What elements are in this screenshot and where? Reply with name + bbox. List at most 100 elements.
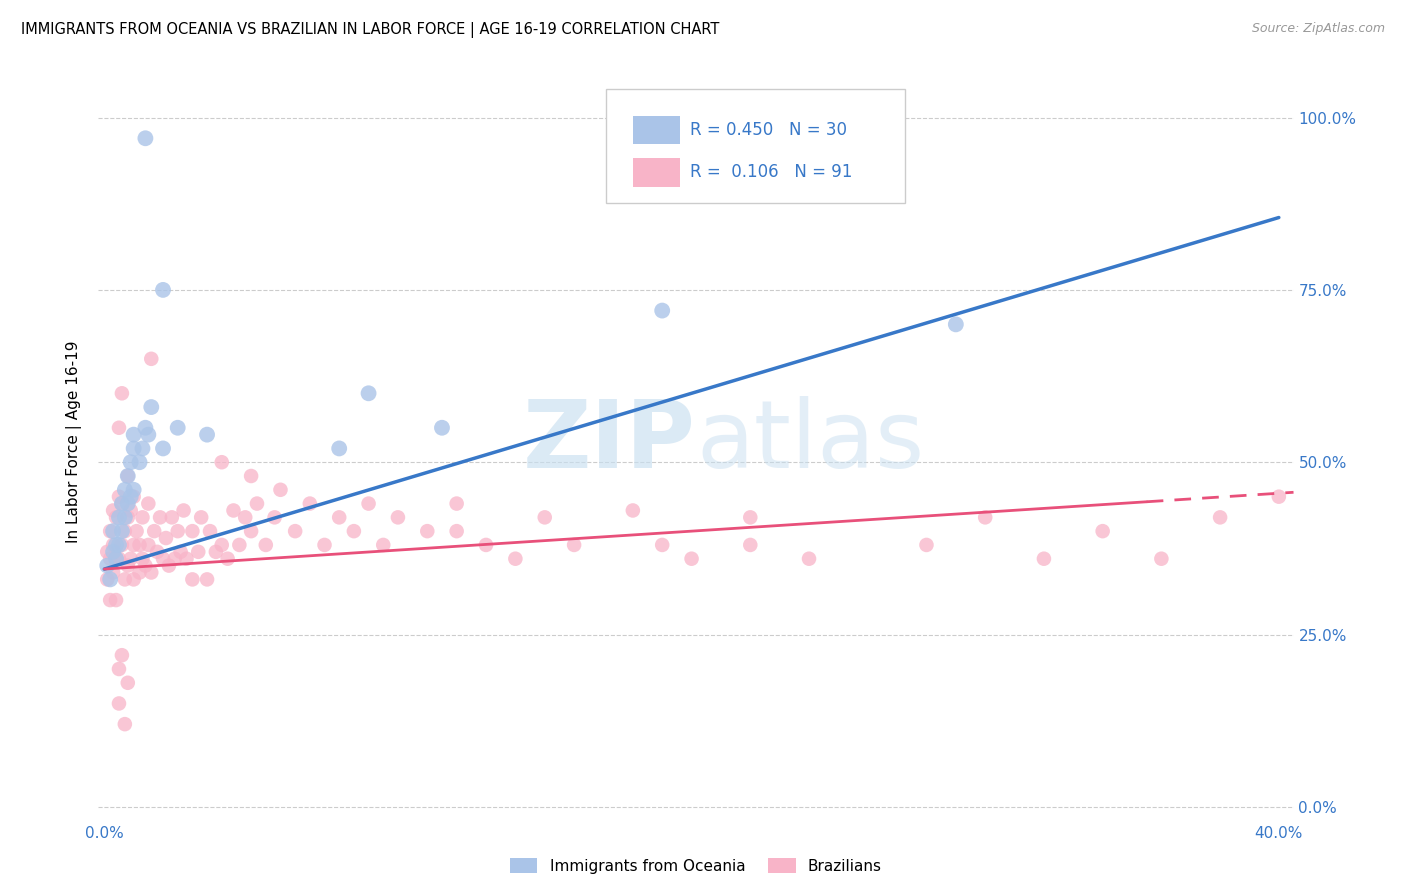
Point <box>138 427 160 442</box>
Point <box>108 421 131 435</box>
Point <box>114 717 136 731</box>
FancyBboxPatch shape <box>633 158 681 186</box>
Point <box>149 510 172 524</box>
Point <box>505 551 527 566</box>
Point <box>105 551 128 566</box>
Point <box>117 558 139 573</box>
Point <box>134 421 156 435</box>
Point <box>1091 524 1114 538</box>
Point <box>141 566 163 580</box>
Point <box>945 318 967 332</box>
Point <box>740 510 762 524</box>
Point <box>621 503 644 517</box>
Point <box>430 421 453 435</box>
Point <box>152 442 174 456</box>
Point <box>269 483 291 497</box>
Point <box>1032 551 1054 566</box>
Point <box>96 573 118 587</box>
Point <box>122 427 145 442</box>
Point <box>120 455 142 469</box>
Point <box>96 558 118 573</box>
Point <box>446 524 468 538</box>
Point <box>176 551 198 566</box>
Point <box>152 283 174 297</box>
Point <box>181 573 204 587</box>
Point <box>651 303 673 318</box>
Point <box>195 427 218 442</box>
Text: R = 0.450   N = 30: R = 0.450 N = 30 <box>690 121 846 139</box>
Point <box>96 545 118 559</box>
Point <box>105 538 128 552</box>
Point <box>222 503 245 517</box>
Point <box>98 524 121 538</box>
Point <box>111 386 134 401</box>
Point <box>1150 551 1173 566</box>
Point <box>111 497 134 511</box>
Point <box>134 558 156 573</box>
Point <box>111 497 134 511</box>
Point <box>128 538 150 552</box>
Point <box>105 510 128 524</box>
Text: IMMIGRANTS FROM OCEANIA VS BRAZILIAN IN LABOR FORCE | AGE 16-19 CORRELATION CHAR: IMMIGRANTS FROM OCEANIA VS BRAZILIAN IN … <box>21 22 720 38</box>
Point <box>240 524 263 538</box>
Point <box>120 503 142 517</box>
Point <box>141 351 163 366</box>
Point <box>128 566 150 580</box>
Point <box>138 497 160 511</box>
Point <box>101 503 124 517</box>
Point <box>915 538 938 552</box>
Point <box>114 510 136 524</box>
Point <box>562 538 585 552</box>
Point <box>138 538 160 552</box>
Text: ZIP: ZIP <box>523 395 696 488</box>
Point <box>160 510 183 524</box>
Point <box>357 497 380 511</box>
Point <box>155 531 177 545</box>
Point <box>111 648 134 663</box>
Point <box>475 538 498 552</box>
Point <box>211 538 233 552</box>
Point <box>111 524 134 538</box>
Point <box>122 442 145 456</box>
Point <box>122 490 145 504</box>
Point <box>105 551 128 566</box>
Point <box>143 524 166 538</box>
Point <box>114 573 136 587</box>
FancyBboxPatch shape <box>606 89 905 202</box>
Point <box>681 551 703 566</box>
Point <box>974 510 997 524</box>
Point <box>122 538 145 552</box>
Point <box>328 442 350 456</box>
Point <box>343 524 366 538</box>
Point <box>117 469 139 483</box>
Point <box>387 510 409 524</box>
FancyBboxPatch shape <box>633 116 681 145</box>
Point <box>131 510 153 524</box>
Point <box>211 455 233 469</box>
Point <box>117 675 139 690</box>
Point <box>314 538 336 552</box>
Point <box>357 386 380 401</box>
Point <box>108 551 131 566</box>
Point <box>173 503 195 517</box>
Point <box>131 442 153 456</box>
Point <box>98 593 121 607</box>
Y-axis label: In Labor Force | Age 16-19: In Labor Force | Age 16-19 <box>66 340 83 543</box>
Point <box>195 573 218 587</box>
Point <box>228 538 250 552</box>
Text: atlas: atlas <box>696 395 924 488</box>
Point <box>105 593 128 607</box>
Point <box>740 538 762 552</box>
Point <box>240 469 263 483</box>
Point <box>169 545 191 559</box>
Point <box>120 551 142 566</box>
Point <box>198 524 221 538</box>
Point <box>128 455 150 469</box>
Point <box>120 490 142 504</box>
Point <box>98 573 121 587</box>
Text: Source: ZipAtlas.com: Source: ZipAtlas.com <box>1251 22 1385 36</box>
Point <box>797 551 820 566</box>
Point <box>166 421 188 435</box>
Point <box>114 524 136 538</box>
Point <box>246 497 269 511</box>
